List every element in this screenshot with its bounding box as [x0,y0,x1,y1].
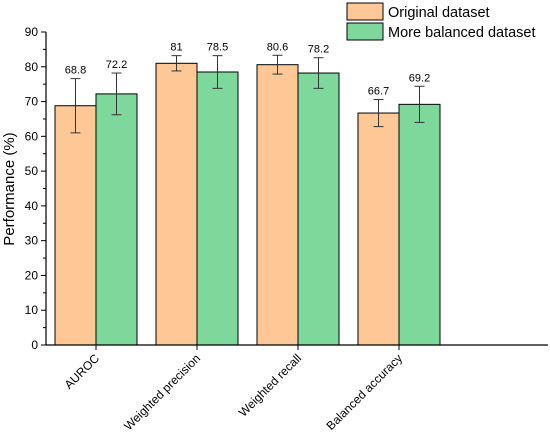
bar-s0-c1 [155,62,198,346]
value-label-s0-c3: 66.7 [368,85,389,97]
y-tick-label-30: 30 [25,234,39,248]
value-label-s1-c3: 69.2 [409,72,430,84]
y-axis-label: Performance (%) [1,132,18,245]
legend-label-1: More balanced dataset [388,25,536,41]
value-labels-layer: 68.8 81 80.6 66.7 72.2 78.5 78.2 69.2 [65,41,430,97]
y-tick-label-80: 80 [25,60,39,74]
x-tick-label-2: Weighted recall [236,351,304,419]
value-label-s1-c2: 78.2 [308,44,329,56]
y-tick-label-70: 70 [25,95,39,109]
bar-s1-c1 [196,71,239,346]
value-label-s1-c0: 72.2 [106,59,127,71]
legend-swatch-0 [346,2,384,21]
x-tick-label-3: Balanced accuracy [324,351,406,433]
value-label-s1-c1: 78.5 [207,42,228,54]
bar-s0-c2 [256,64,299,346]
y-tick-label-90: 90 [25,25,39,39]
y-tick-label-50: 50 [25,164,39,178]
legend-swatch-1 [346,22,384,41]
bar-s0-c3 [357,112,400,346]
y-tick-label-10: 10 [25,303,39,317]
y-tick-label-20: 20 [25,268,39,282]
y-tick-label-0: 0 [31,338,38,352]
legend-label-0: Original dataset [388,5,490,21]
bar-s0-c0 [54,105,97,346]
legend: Original dataset More balanced dataset [346,2,536,41]
error-bars-layer [70,54,425,134]
x-tick-label-1: Weighted precision [121,351,203,433]
value-label-s0-c0: 68.8 [65,65,86,77]
bars-layer [54,62,441,346]
x-tick-label-0: AUROC [62,351,103,392]
y-tick-label-40: 40 [25,199,39,213]
y-tick-label-60: 60 [25,129,39,143]
bar-s1-c2 [297,72,340,346]
value-label-s0-c1: 81 [170,42,182,54]
bar-s1-c3 [398,103,441,346]
value-label-s0-c2: 80.6 [267,41,288,53]
bar-s1-c0 [95,93,138,346]
